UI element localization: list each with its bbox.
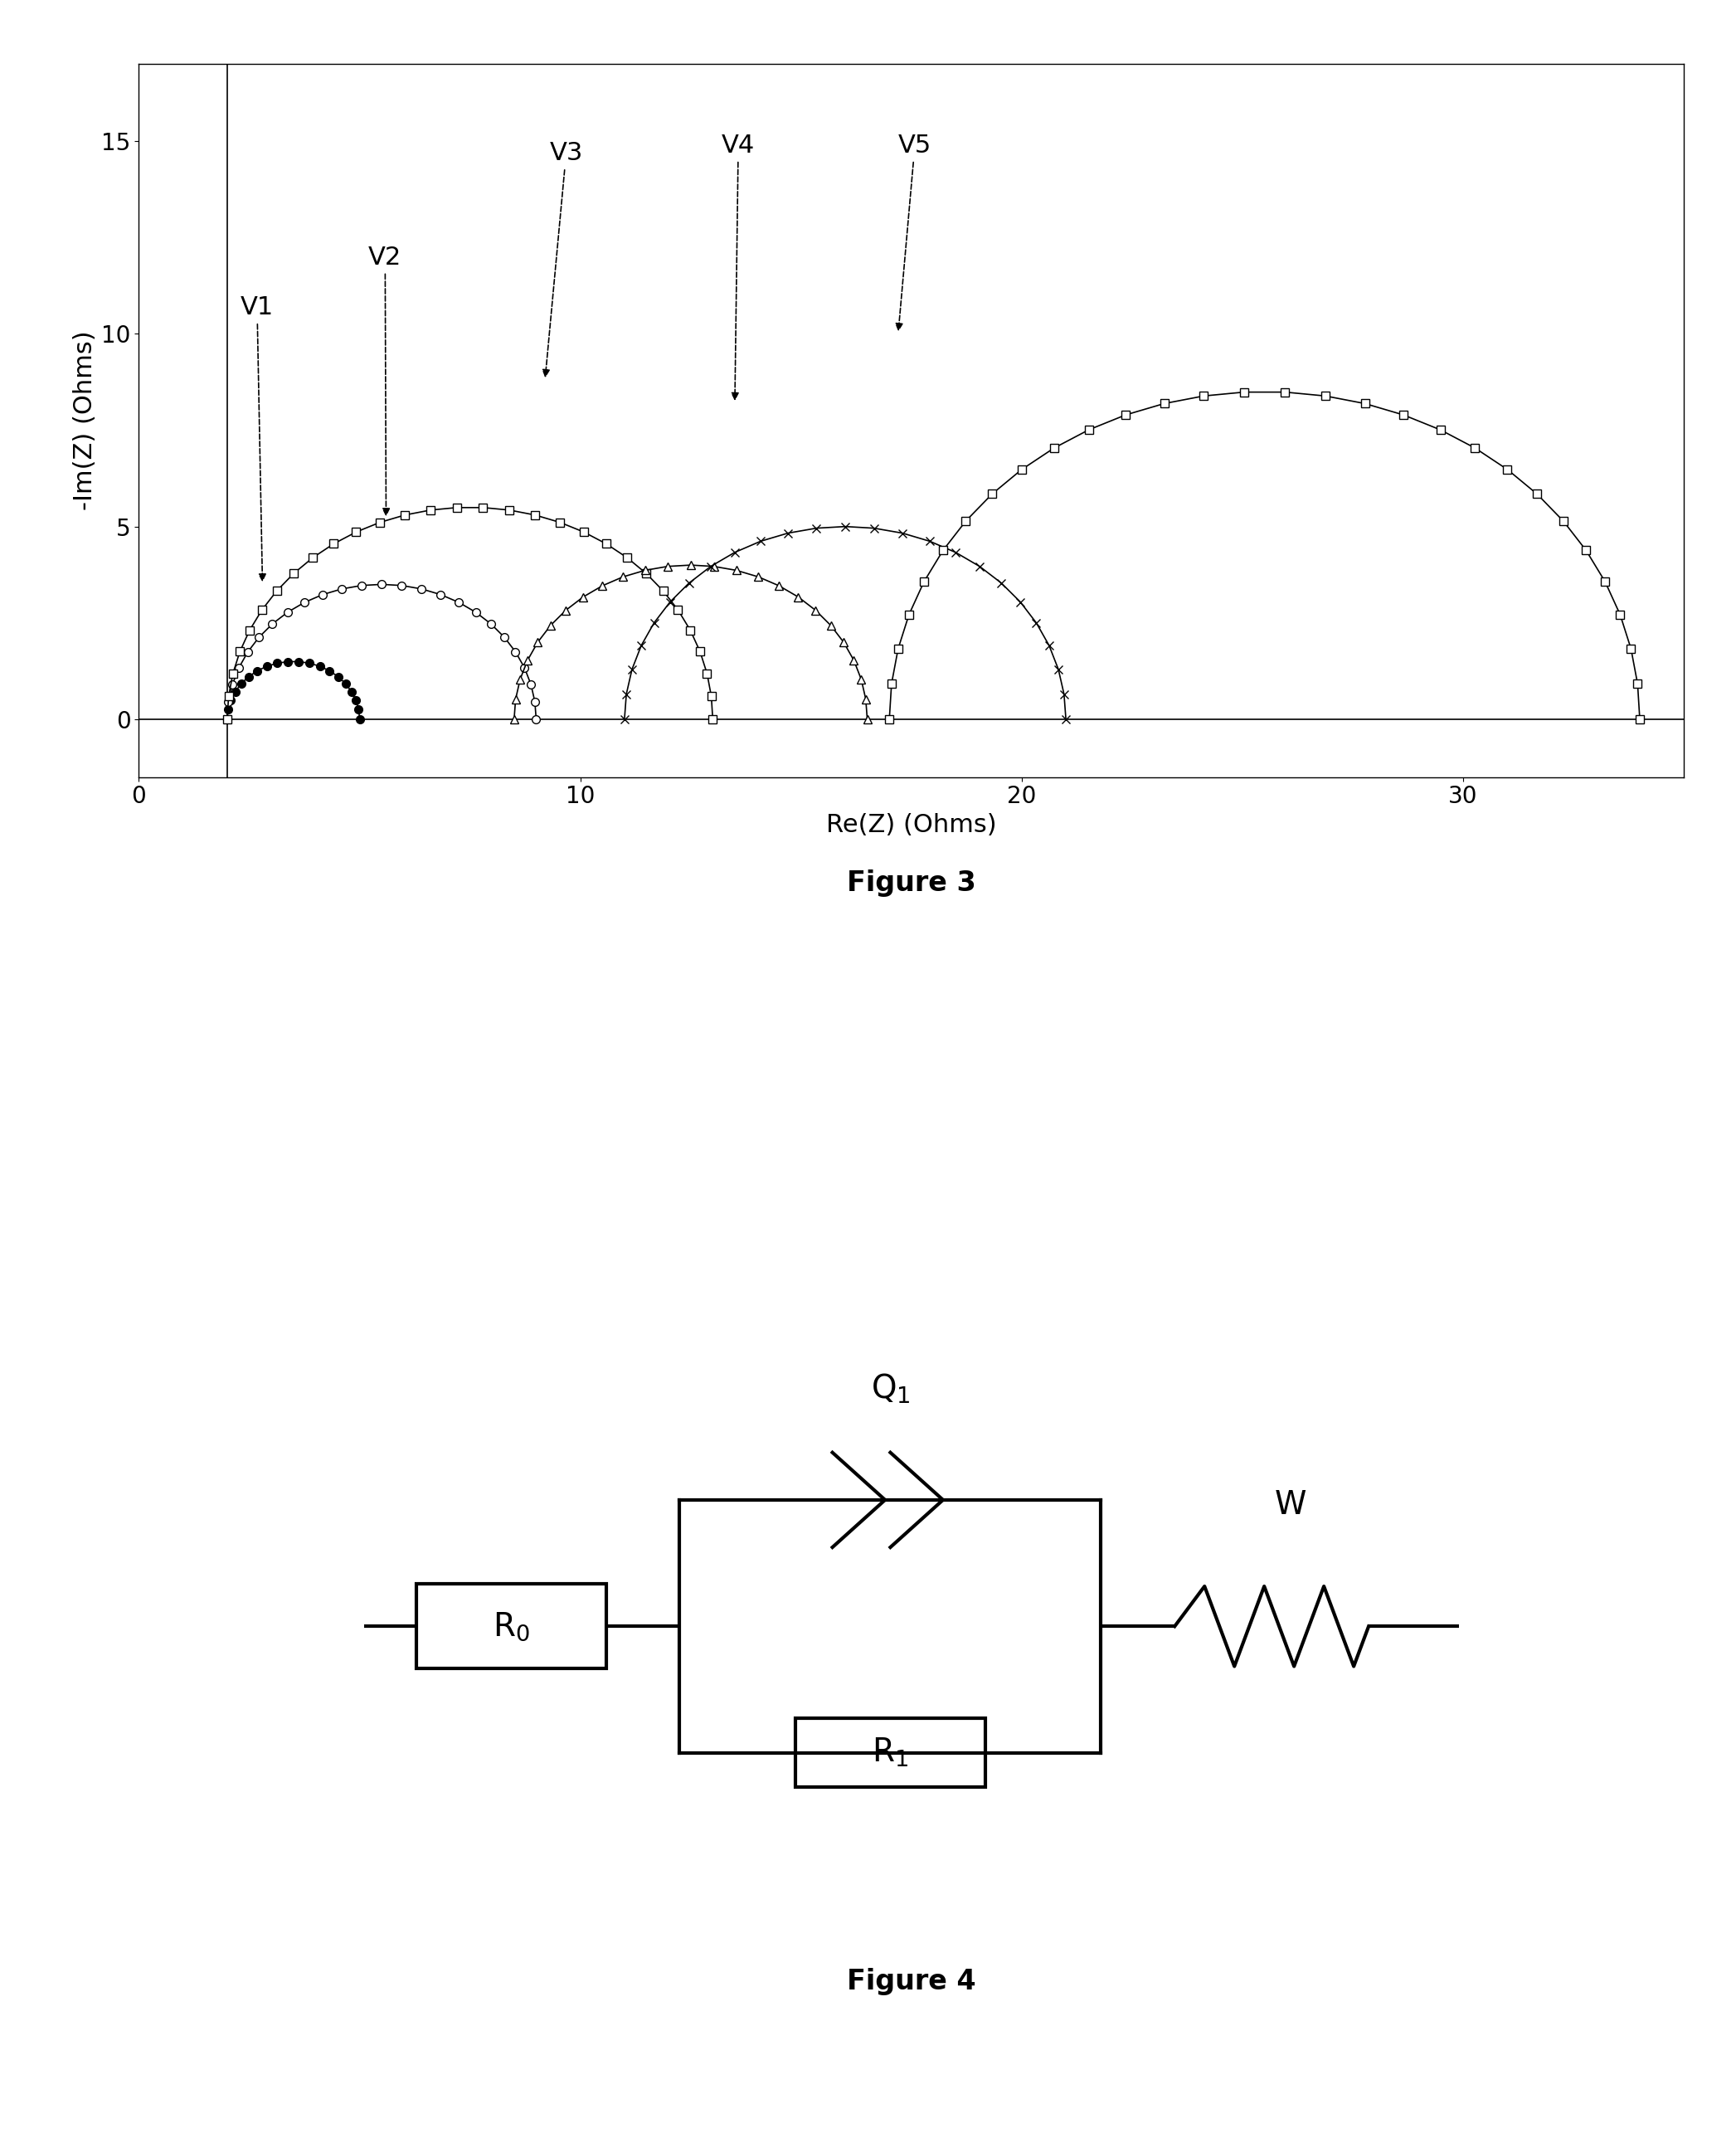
Y-axis label: -Im(Z) (Ohms): -Im(Z) (Ohms) bbox=[73, 331, 97, 510]
Text: V2: V2 bbox=[368, 245, 401, 514]
Bar bbox=[795, 1719, 984, 1787]
Text: $\mathregular{R_0}$: $\mathregular{R_0}$ bbox=[493, 1610, 529, 1642]
Text: V3: V3 bbox=[543, 141, 583, 375]
Text: V5: V5 bbox=[896, 134, 932, 331]
Bar bbox=[417, 1585, 606, 1668]
X-axis label: Re(Z) (Ohms): Re(Z) (Ohms) bbox=[826, 813, 996, 836]
Text: V4: V4 bbox=[722, 134, 755, 399]
Text: W: W bbox=[1274, 1489, 1307, 1521]
Text: Figure 4: Figure 4 bbox=[847, 1967, 976, 1994]
Text: $\mathregular{Q_1}$: $\mathregular{Q_1}$ bbox=[870, 1372, 910, 1406]
Text: V1: V1 bbox=[240, 296, 274, 580]
Text: $\mathregular{R_1}$: $\mathregular{R_1}$ bbox=[871, 1736, 908, 1768]
Text: Figure 3: Figure 3 bbox=[847, 870, 976, 898]
